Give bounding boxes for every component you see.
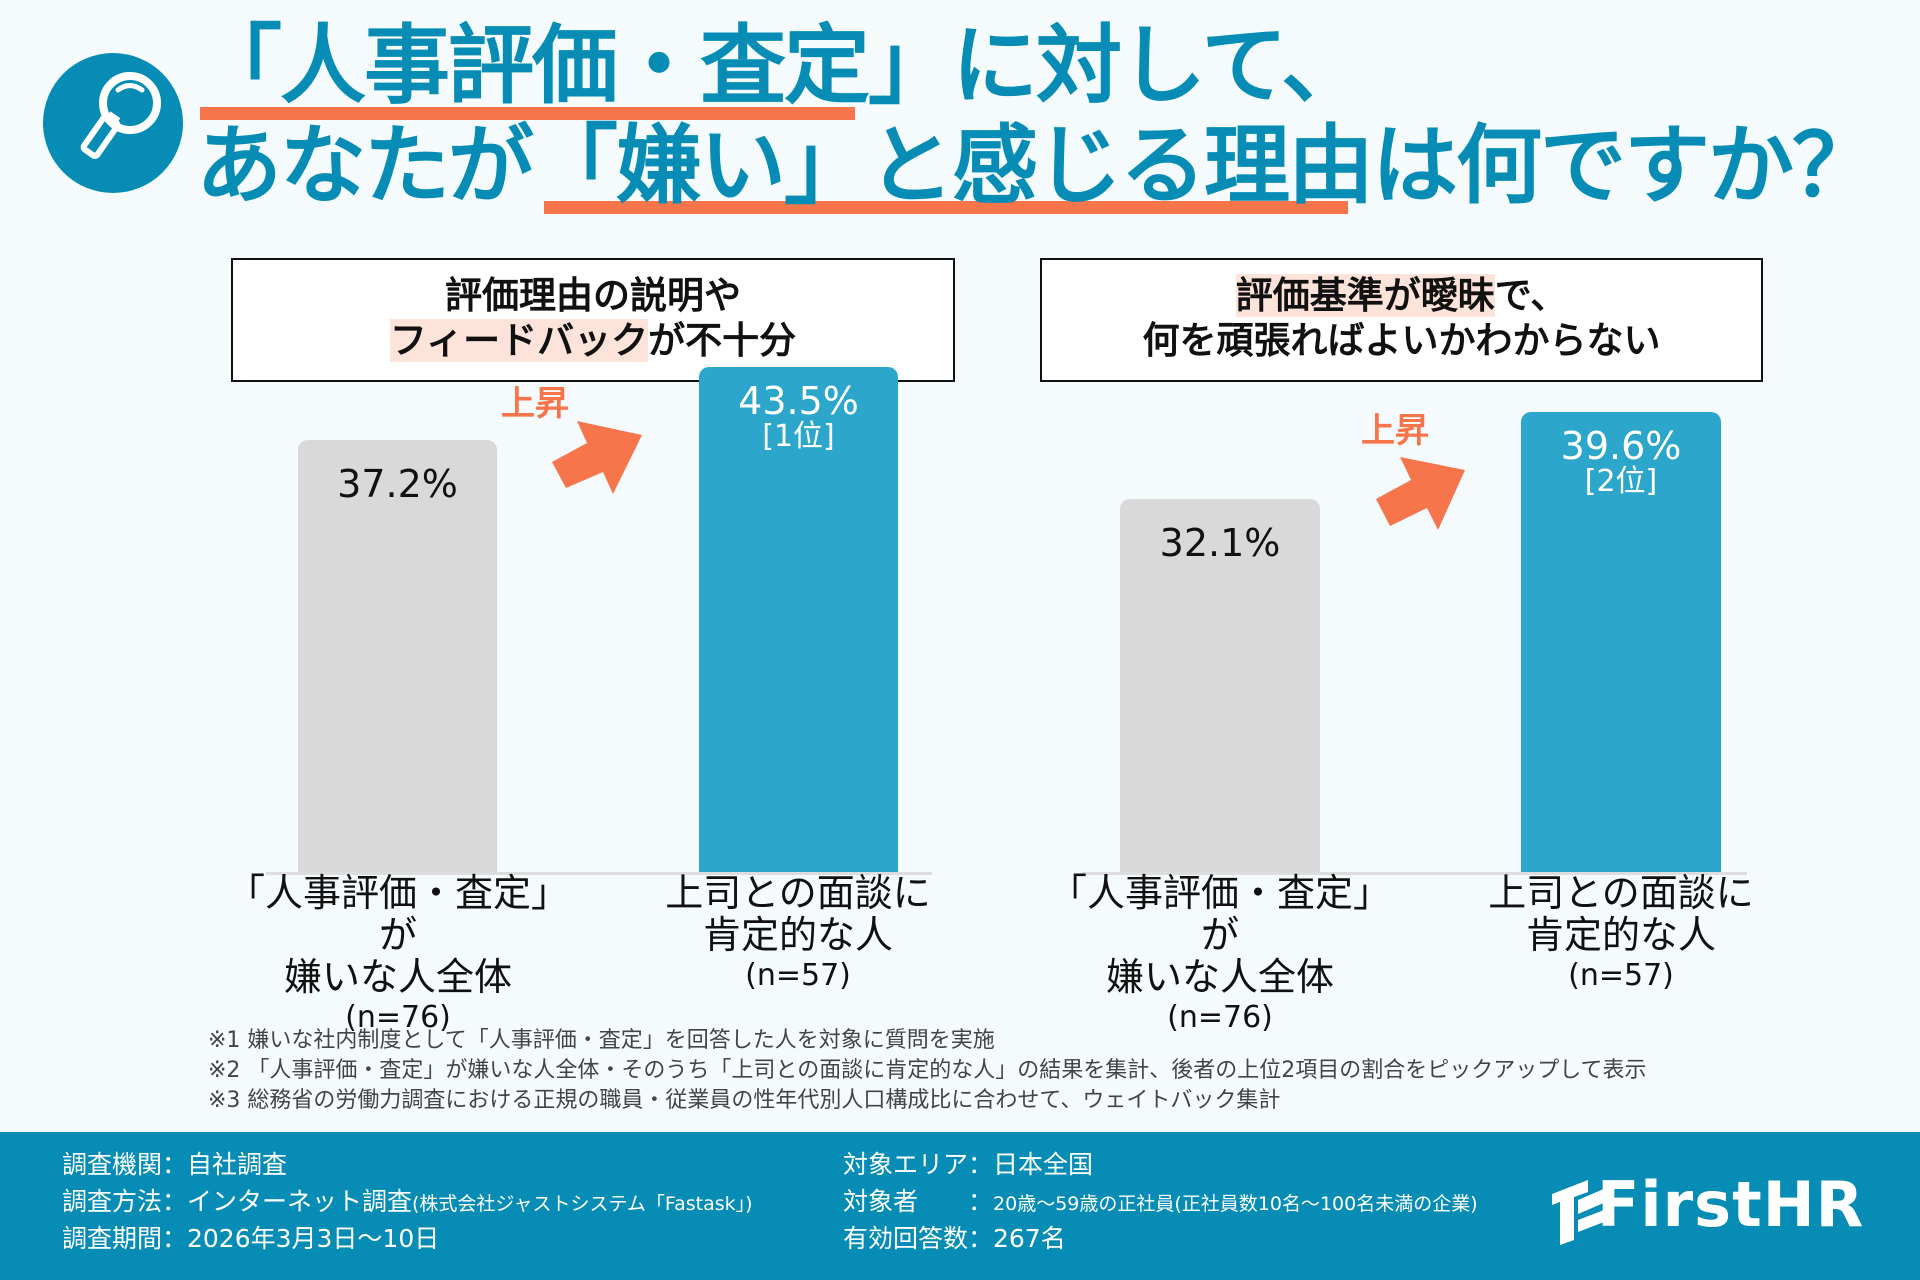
- survey-target: 対象者 ：20歳〜59歳の正社員(正社員数10名〜100名未満の企業): [843, 1183, 1478, 1223]
- magnifier-icon-badge: [43, 53, 183, 193]
- chart1-bar-positive: 43.5% [1位]: [699, 366, 898, 872]
- survey-method-detail: (株式会社ジャストシステム「Fastask」): [412, 1193, 753, 1215]
- chart2-title-line2: 何を頑張ればよいかわからない: [1142, 319, 1661, 362]
- category-line2: 肯定的な人: [702, 913, 893, 957]
- chart1-title-line2: フィードバックが不十分: [233, 318, 953, 363]
- chart1-title-box: 評価理由の説明や フィードバックが不十分: [231, 258, 955, 382]
- page-title-line2: あなたが「嫌い」と感じる理由は何ですか？: [196, 116, 1878, 216]
- footnote-2: ※2 「人事評価・査定」が嫌いな人全体・そのうち「上司との面談に肯定的な人」の結…: [208, 1058, 1647, 1083]
- chart2-title-highlight: 評価基準が曖昧: [1235, 274, 1495, 317]
- survey-org: 調査機関：自社調査: [62, 1150, 288, 1179]
- chart1-title-line1: 評価理由の説明や: [445, 274, 741, 317]
- category-n: (n=57): [1568, 958, 1674, 993]
- chart2-category-all: 「人事評価・査定」が 嫌いな人全体 (n=76): [1040, 872, 1400, 1038]
- chart1-rank-label: [1位]: [762, 418, 835, 454]
- chart1-category-all: 「人事評価・査定」が 嫌いな人全体 (n=76): [218, 872, 578, 1038]
- category-line1: 「人事評価・査定」が: [1048, 871, 1391, 957]
- survey-method-text: 調査方法：インターネット調査: [62, 1187, 413, 1216]
- chart2-category-positive: 上司との面談に 肯定的な人 (n=57): [1441, 872, 1801, 996]
- chart2-rise-arrow-icon: [1376, 457, 1465, 530]
- chart2-title-rest: で、: [1494, 274, 1568, 317]
- category-line1: 「人事評価・査定」が: [226, 871, 569, 957]
- category-n: (n=76): [345, 1000, 451, 1035]
- title-keyword: 「嫌い」と感じる理由: [532, 116, 1374, 216]
- title-underline-1: [200, 107, 855, 120]
- firsthr-logo: FirstHR: [1597, 1168, 1865, 1241]
- chart1-title-highlight: フィードバック: [389, 319, 649, 362]
- chart1-rise-label: 上昇: [501, 384, 569, 424]
- chart2-bar-positive: 39.6% [2位]: [1521, 411, 1721, 872]
- footnotes: ※1 嫌いな社内制度として「人事評価・査定」を回答した人を対象に質問を実施 ※2…: [208, 1026, 1647, 1116]
- chart2-title-line1: 評価基準が曖昧で、: [1042, 273, 1761, 318]
- title-text: あなたが: [196, 116, 534, 216]
- chart2-rank-label: [2位]: [1584, 463, 1658, 499]
- chart1-value-all: 37.2%: [337, 461, 458, 506]
- category-n: (n=76): [1167, 1000, 1273, 1035]
- category-line1: 上司との面談に: [665, 871, 931, 915]
- title-text: に対して、: [952, 16, 1367, 116]
- chart2-baseline: [1082, 872, 1747, 875]
- survey-target-label: 対象者 ：: [843, 1187, 994, 1216]
- category-line2: 肯定的な人: [1525, 913, 1716, 957]
- chart2-value-all: 32.1%: [1159, 520, 1281, 565]
- category-line2: 嫌いな人全体: [1105, 955, 1334, 999]
- survey-responses: 有効回答数：267名: [843, 1224, 1066, 1253]
- magnifier-icon: [80, 72, 161, 159]
- category-line2: 嫌いな人全体: [283, 955, 512, 999]
- title-text: は何ですか？: [1372, 116, 1878, 216]
- chart1-bar-all: 37.2%: [298, 439, 497, 872]
- survey-period: 調査期間：2026年3月3日〜10日: [62, 1224, 440, 1253]
- footnote-1: ※1 嫌いな社内制度として「人事評価・査定」を回答した人を対象に質問を実施: [208, 1028, 995, 1053]
- survey-area: 対象エリア：日本全国: [843, 1150, 1094, 1179]
- chart2-title-box: 評価基準が曖昧で、 何を頑張ればよいかわからない: [1040, 258, 1763, 382]
- page-title-line1: 「人事評価・査定」に対して、: [196, 16, 1367, 116]
- survey-footer: 調査機関：自社調査 調査方法：インターネット調査(株式会社ジャストシステム「Fa…: [0, 1132, 1920, 1280]
- category-n: (n=57): [745, 958, 851, 993]
- chart2-bar-all: 32.1%: [1120, 498, 1320, 872]
- chart2-value-positive: 39.6%: [1560, 423, 1682, 468]
- chart1-rise-arrow-icon: [552, 421, 642, 494]
- chart1-value-positive: 43.5%: [738, 378, 859, 423]
- category-line1: 上司との面談に: [1488, 871, 1754, 915]
- footnote-3: ※3 総務省の労働力調査における正規の職員・従業員の性年代別人口構成比に合わせて…: [208, 1088, 1281, 1113]
- title-keyword: 「人事評価・査定」: [196, 16, 954, 116]
- chart1-category-positive: 上司との面談に 肯定的な人 (n=57): [618, 872, 978, 996]
- survey-method: 調査方法：インターネット調査(株式会社ジャストシステム「Fastask」): [62, 1183, 753, 1223]
- chart2-rise-label: 上昇: [1361, 411, 1429, 451]
- chart1-baseline: [266, 872, 932, 875]
- survey-target-detail: (正社員数10名〜100名未満の企業): [1174, 1193, 1478, 1215]
- firsthr-logo-icon: [1552, 1180, 1612, 1245]
- chart1-title-rest: が不十分: [648, 319, 797, 362]
- title-underline-2: [544, 201, 1348, 214]
- survey-target-text: 20歳〜59歳の正社員: [993, 1193, 1175, 1215]
